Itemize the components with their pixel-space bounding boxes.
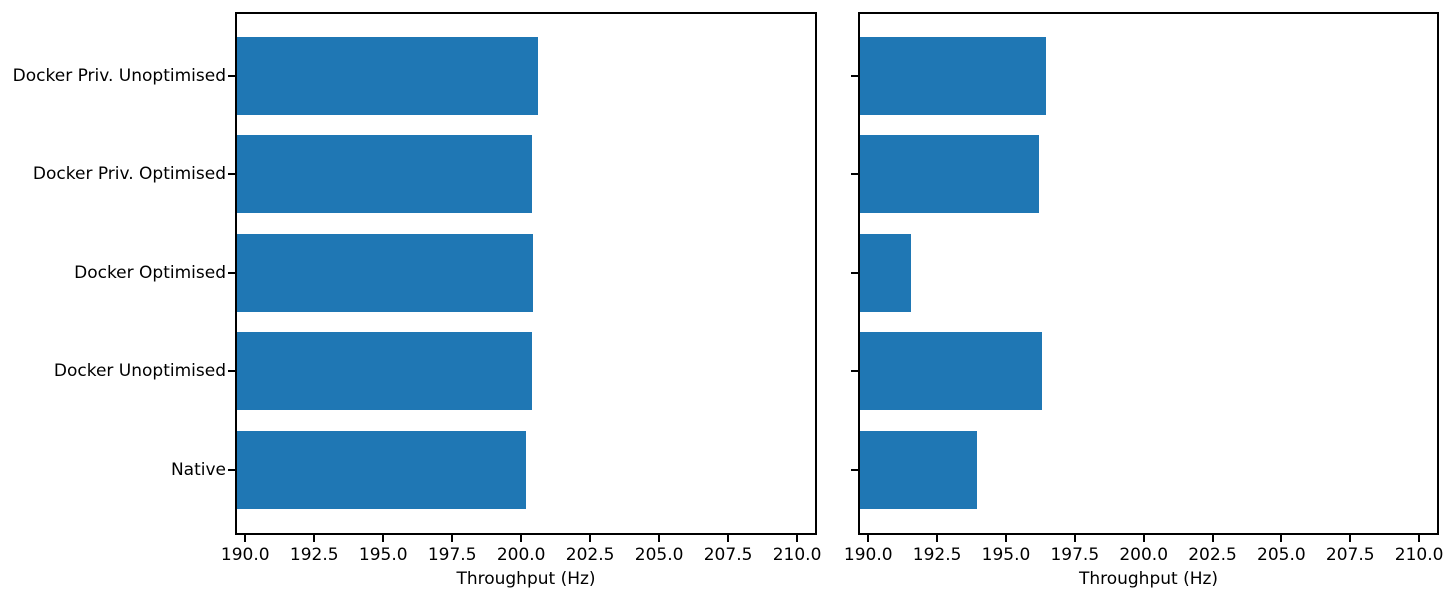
- x-tick-label: 190.0: [220, 545, 270, 565]
- x-tick: [1004, 535, 1007, 542]
- x-tick-label: 207.5: [703, 545, 753, 565]
- bar-docker-priv-unoptimised: [237, 36, 538, 115]
- bar-docker-optimised: [860, 233, 911, 312]
- x-tick: [520, 535, 523, 542]
- y-tick: [851, 173, 858, 176]
- x-tick-label: 197.5: [1050, 545, 1100, 565]
- x-tick: [796, 535, 799, 542]
- x-tick-label: 205.0: [1257, 545, 1306, 565]
- x-tick-label: 210.0: [1394, 545, 1444, 565]
- x-tick: [1073, 535, 1076, 542]
- x-tick-label: 197.5: [427, 545, 477, 565]
- y-tick: [851, 468, 858, 471]
- x-tick: [727, 535, 730, 542]
- x-tick-label: 200.0: [1119, 545, 1169, 565]
- x-tick: [1211, 535, 1214, 542]
- x-tick: [589, 535, 592, 542]
- y-tick: [228, 74, 235, 77]
- y-tick: [228, 173, 235, 176]
- y-tick: [851, 271, 858, 274]
- bar-docker-priv-optimised: [237, 135, 532, 214]
- x-tick: [313, 535, 316, 542]
- bar-docker-unoptimised: [237, 332, 533, 411]
- x-axis-label: Throughput (Hz): [456, 569, 596, 589]
- x-tick: [867, 535, 870, 542]
- x-tick-label: 200.0: [496, 545, 546, 565]
- x-axis-label: Throughput (Hz): [1078, 569, 1219, 589]
- x-tick-label: 202.5: [565, 545, 615, 565]
- x-tick-label: 195.0: [981, 545, 1031, 565]
- x-tick-label: 207.5: [1325, 545, 1375, 565]
- bar-native: [860, 430, 978, 509]
- bar-docker-priv-optimised: [860, 135, 1040, 214]
- x-tick-label: 192.5: [289, 545, 339, 565]
- bar-native: [237, 430, 526, 509]
- y-tick: [851, 74, 858, 77]
- x-tick: [1349, 535, 1352, 542]
- x-tick: [936, 535, 939, 542]
- x-tick: [1142, 535, 1145, 542]
- bar-docker-unoptimised: [860, 332, 1042, 411]
- x-tick: [1418, 535, 1421, 542]
- y-tick-label: Docker Unoptimised: [53, 361, 226, 382]
- x-tick-label: 202.5: [1188, 545, 1237, 565]
- x-tick-label: 195.0: [358, 545, 408, 565]
- y-tick: [228, 468, 235, 471]
- y-tick-label: Docker Priv. Unoptimised: [12, 65, 226, 86]
- bar-docker-optimised: [237, 233, 534, 312]
- x-tick: [658, 535, 661, 542]
- left-bar-chart: Throughput (Hz) Docker Priv. Unoptimised…: [13, 12, 821, 589]
- x-tick-label: 190.0: [843, 545, 893, 565]
- x-tick-label: 210.0: [772, 545, 822, 565]
- y-tick-label: Docker Priv. Optimised: [32, 164, 226, 185]
- right-bar-chart: Throughput (Hz) 190.0 192.5 195.0 197.5 200.…: [844, 12, 1443, 589]
- y-tick: [228, 271, 235, 274]
- y-tick-label: Native: [170, 459, 226, 480]
- bar-docker-priv-unoptimised: [860, 36, 1046, 115]
- x-tick-label: 205.0: [634, 545, 684, 565]
- x-tick: [382, 535, 385, 542]
- y-tick-label: Docker Optimised: [74, 262, 226, 283]
- x-tick: [1280, 535, 1283, 542]
- x-tick: [244, 535, 247, 542]
- x-tick: [451, 535, 454, 542]
- x-tick-label: 192.5: [912, 545, 962, 565]
- y-tick: [851, 370, 858, 373]
- y-tick: [228, 370, 235, 373]
